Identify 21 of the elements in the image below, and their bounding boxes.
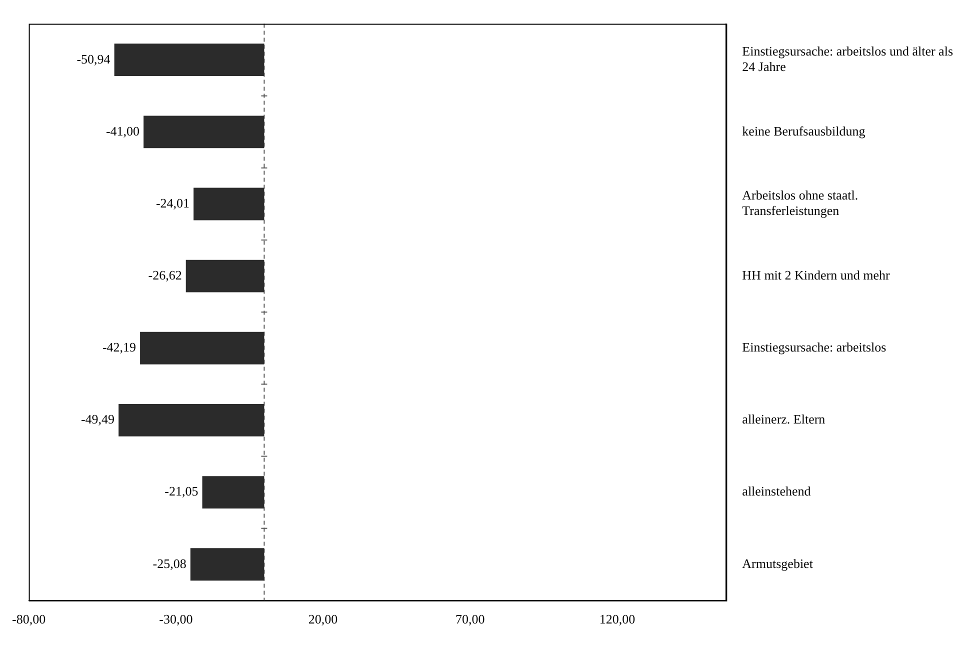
x-tick-label: -30,00 <box>159 612 193 627</box>
data-label: -24,01 <box>156 195 190 210</box>
x-tick-label: -80,00 <box>12 612 46 627</box>
data-label: -49,49 <box>80 412 115 427</box>
x-tick-label: 120,00 <box>599 612 636 627</box>
data-label: -42,19 <box>102 340 136 355</box>
data-label: -26,62 <box>148 267 182 282</box>
y-tick-label: Armutsgebiet <box>742 556 814 571</box>
data-label: -21,05 <box>164 484 198 499</box>
y-tick-label: keine Berufsausbildung <box>742 123 866 138</box>
data-label: -50,94 <box>76 51 111 66</box>
y-tick-label: HH mit 2 Kindern und mehr <box>742 267 891 282</box>
data-label: -25,08 <box>152 556 186 571</box>
x-tick-label: 20,00 <box>308 612 338 627</box>
y-tick-label: Einstiegsursache: arbeitslos <box>742 340 886 355</box>
y-tick-label: Einstiegsursache: arbeitslos und älter als 24 Jahre <box>742 43 954 74</box>
data-label: -41,00 <box>106 123 140 138</box>
x-tick-label: 70,00 <box>456 612 485 627</box>
y-tick-label: alleinstehend <box>742 484 812 499</box>
y-tick-label: Arbeitslos ohne staatl. Transferleistungen <box>742 188 858 218</box>
y-tick-label: alleinerz. Eltern <box>742 412 826 427</box>
